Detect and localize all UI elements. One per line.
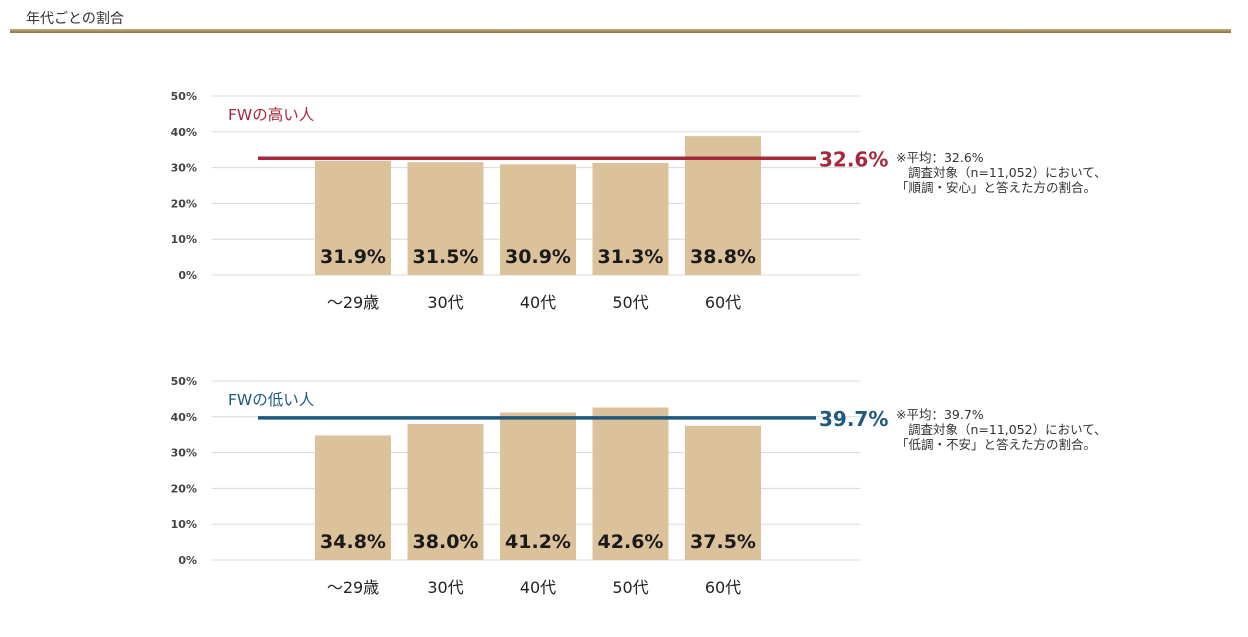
bar <box>500 164 576 275</box>
y-tick-label: 30% <box>171 447 197 460</box>
bar-value-label: 42.6% <box>598 531 664 553</box>
category-label: 30代 <box>427 578 463 597</box>
category-label: 40代 <box>520 578 556 597</box>
y-tick-label: 10% <box>171 233 197 246</box>
bar <box>592 407 669 560</box>
note-definition: 「低調・不安」と答えた方の割合。 <box>896 437 1097 452</box>
bar-value-label: 31.5% <box>413 246 479 268</box>
average-label: 32.6% <box>819 147 888 171</box>
category-label: 60代 <box>705 293 741 312</box>
bar-value-label: 38.0% <box>413 531 479 553</box>
average-label: 39.7% <box>819 407 888 431</box>
bar-value-label: 38.8% <box>690 246 756 268</box>
note-low-fw: ※平均：39.7% 調査対象（n=11,052）において、 「低調・不安」と答え… <box>896 407 1107 452</box>
chart-title: FWの低い人 <box>228 391 314 409</box>
category-label: 40代 <box>520 293 556 312</box>
y-tick-label: 0% <box>178 269 197 282</box>
note-survey: 調査対象（n=11,052）において、 <box>908 165 1107 180</box>
chart-svg: 50% 40% 30% 20% 10% 0% 34.8% ～29歳 38.0% 30代 41.2% 4… <box>171 375 889 597</box>
y-tick-label: 10% <box>171 518 197 531</box>
category-label: 60代 <box>705 578 741 597</box>
bar <box>315 435 391 560</box>
note-high-fw: ※平均：32.6% 調査対象（n=11,052）において、 「順調・安心」と答え… <box>896 150 1107 195</box>
bar-value-label: 31.3% <box>598 246 664 268</box>
bar-value-label: 34.8% <box>320 531 386 553</box>
bar-value-label: 37.5% <box>690 531 756 553</box>
y-tick-label: 20% <box>171 482 197 495</box>
category-label: 30代 <box>427 293 463 312</box>
y-tick-label: 40% <box>171 411 197 424</box>
chart-low-fw: 50% 40% 30% 20% 10% 0% 34.8% ～29歳 38.0% 30代 41.2% 4… <box>0 353 1248 633</box>
chart-svg: 50% 40% 30% 20% 10% 0% 31.9% ～29歳 31.5% 30代 30.9% 4… <box>171 90 889 312</box>
chart-high-fw: 50% 40% 30% 20% 10% 0% 31.9% ～29歳 31.5% 30代 30.9% 4… <box>0 68 1248 348</box>
y-tick-label: 40% <box>171 126 197 139</box>
bar-value-label: 31.9% <box>320 246 386 268</box>
y-tick-label: 30% <box>171 162 197 175</box>
bar <box>592 162 669 275</box>
category-label: ～29歳 <box>327 293 379 312</box>
y-tick-label: 50% <box>171 375 197 388</box>
bar-value-label: 30.9% <box>505 246 571 268</box>
note-survey: 調査対象（n=11,052）において、 <box>908 422 1107 437</box>
page-title: 年代ごとの割合 <box>26 11 124 27</box>
y-tick-label: 0% <box>178 554 197 567</box>
bar <box>500 412 576 560</box>
bar-value-label: 41.2% <box>505 531 571 553</box>
category-label: 50代 <box>612 578 648 597</box>
note-average: ※平均：32.6% <box>896 150 984 165</box>
note-definition: 「順調・安心」と答えた方の割合。 <box>896 180 1097 195</box>
bar <box>407 162 484 275</box>
bar <box>407 423 484 560</box>
note-average: ※平均：39.7% <box>896 407 984 422</box>
bar <box>315 160 391 275</box>
bar <box>685 425 761 560</box>
category-label: ～29歳 <box>327 578 379 597</box>
chart-title: FWの高い人 <box>228 106 314 124</box>
category-label: 50代 <box>612 293 648 312</box>
y-tick-label: 20% <box>171 197 197 210</box>
title-rule <box>10 29 1231 33</box>
y-tick-label: 50% <box>171 90 197 103</box>
